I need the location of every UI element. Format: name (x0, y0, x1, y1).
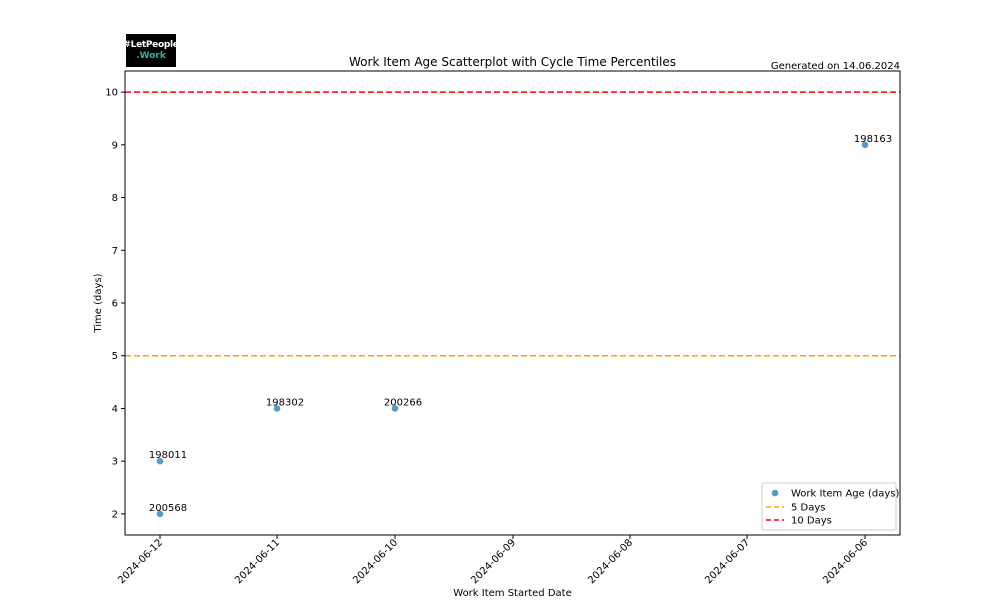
data-point-label: 198302 (266, 397, 304, 408)
x-tick-label: 2024-06-12 (116, 537, 165, 586)
logo-line-2: .Work (136, 50, 166, 61)
y-tick-label: 9 (112, 140, 118, 151)
legend-label: 5 Days (791, 503, 826, 514)
x-tick-label: 2024-06-11 (233, 537, 282, 586)
data-point-label: 200266 (384, 397, 422, 408)
y-tick-label: 6 (112, 299, 118, 310)
data-point-label: 200568 (149, 503, 187, 514)
x-tick-label: 2024-06-08 (586, 537, 635, 586)
y-tick-label: 5 (112, 351, 118, 362)
data-point (861, 141, 869, 149)
x-tick-label: 2024-06-06 (821, 537, 870, 586)
y-tick-label: 10 (105, 88, 118, 99)
x-tick-label: 2024-06-07 (703, 537, 752, 586)
y-tick-label: 8 (112, 193, 118, 204)
x-tick-label: 2024-06-09 (469, 537, 518, 586)
data-point (273, 405, 281, 412)
chart-title: Work Item Age Scatterplot with Cycle Tim… (349, 55, 676, 69)
generated-note: Generated on 14.06.2024 (770, 61, 900, 72)
plot-frame (124, 70, 901, 536)
y-tick-label: 3 (112, 457, 118, 468)
legend-label: 10 Days (791, 516, 832, 527)
y-tick-label: 7 (112, 246, 118, 257)
data-point (391, 405, 399, 412)
x-axis-label: Work Item Started Date (453, 588, 571, 599)
logo-line-1: #LetPeople (123, 39, 179, 50)
x-tick-label: 2024-06-10 (351, 537, 400, 586)
y-tick-label: 2 (112, 509, 118, 520)
legend-marker-scatter (771, 489, 779, 497)
legend-label: Work Item Age (days) (791, 489, 899, 500)
data-point-label: 198011 (149, 450, 187, 461)
data-point (156, 457, 164, 465)
data-point-label: 198163 (854, 134, 892, 145)
legend-box (761, 482, 897, 531)
data-point (156, 510, 164, 518)
letpeople-logo: #LetPeople .Work (123, 34, 179, 67)
y-axis-label: Time (days) (93, 273, 104, 333)
y-tick-label: 4 (112, 404, 118, 415)
